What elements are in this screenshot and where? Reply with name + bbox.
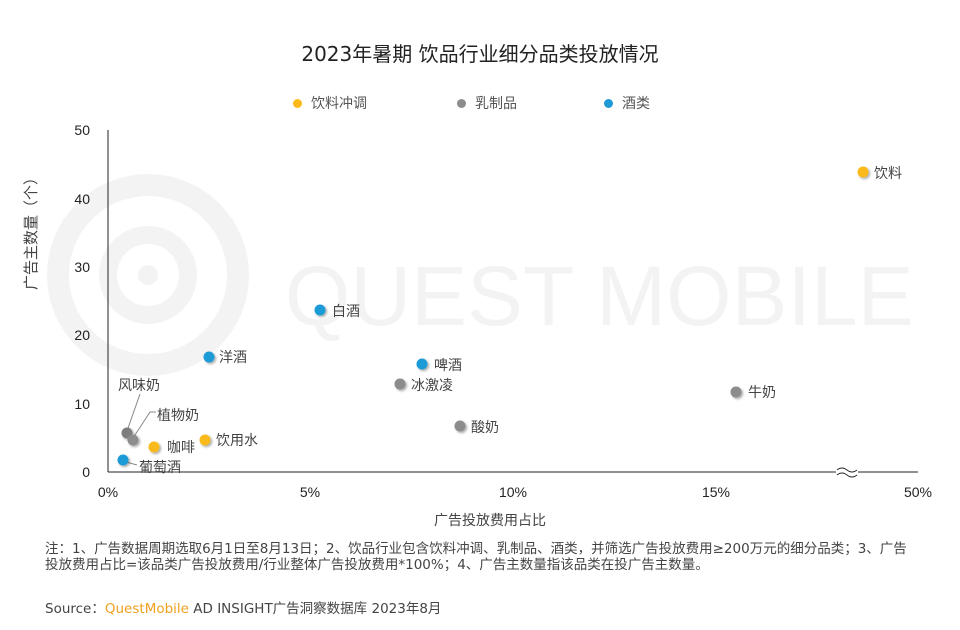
data-points	[117, 166, 869, 466]
watermark: QUEST MOBILE	[47, 174, 914, 376]
source-brand: QuestMobile	[104, 601, 189, 617]
legend-dot-icon	[293, 98, 302, 108]
legend-label: 饮料冲调	[311, 96, 367, 112]
svg-text:风味奶: 风味奶	[118, 378, 160, 394]
point-labels: 饮料 饮用水 咖啡 牛奶 冰激凌 酸奶 风味奶 植物奶 白酒 洋酒 啤酒 葡萄酒	[118, 166, 902, 476]
svg-text:饮料: 饮料	[874, 166, 902, 182]
point-niunai	[730, 386, 742, 398]
watermark-text: QUEST MOBILE	[285, 249, 914, 343]
legend-dot-icon	[457, 98, 466, 108]
point-kafei	[148, 441, 160, 453]
point-bingjiling	[394, 378, 406, 390]
svg-text:50%: 50%	[904, 484, 932, 500]
svg-text:15%: 15%	[702, 484, 730, 500]
axis-break-icon	[836, 467, 858, 478]
legend-label: 酒类	[622, 96, 650, 112]
svg-text:啤酒: 啤酒	[434, 358, 462, 374]
point-zhiwunai	[127, 434, 139, 446]
svg-text:0: 0	[82, 464, 90, 480]
footnote: 注：1、广告数据周期选取6月1日至8月13日；2、饮品行业包含饮料冲调、乳制品、…	[45, 541, 907, 573]
y-axis-title: 广告主数量（个）	[22, 169, 40, 290]
svg-text:酸奶: 酸奶	[471, 420, 499, 436]
chart-legend: 饮料冲调 乳制品 酒类	[0, 93, 960, 113]
svg-text:洋酒: 洋酒	[219, 350, 247, 366]
source-prefix: Source：	[45, 601, 105, 617]
svg-text:葡萄酒: 葡萄酒	[139, 460, 181, 476]
svg-text:0%: 0%	[98, 484, 118, 500]
svg-text:咖啡: 咖啡	[167, 440, 195, 456]
point-yinliao	[857, 166, 869, 178]
svg-text:冰激凌: 冰激凌	[411, 377, 453, 394]
axis-break-mask	[836, 466, 858, 478]
svg-text:植物奶: 植物奶	[157, 408, 199, 424]
svg-text:40: 40	[74, 191, 90, 207]
svg-text:10: 10	[74, 396, 90, 412]
source-rest: AD INSIGHT广告洞察数据库 2023年8月	[188, 601, 442, 617]
legend-label: 乳制品	[475, 96, 517, 112]
svg-text:牛奶: 牛奶	[748, 385, 776, 401]
chart-title: 2023年暑期 饮品行业细分品类投放情况	[301, 42, 659, 66]
svg-text:饮用水: 饮用水	[216, 433, 258, 449]
point-putaojiu	[117, 454, 129, 466]
legend-item-alcohol: 酒类	[604, 93, 650, 113]
legend-dot-icon	[604, 98, 613, 108]
point-suannai	[454, 420, 466, 432]
source-line: Source：QuestMobile AD INSIGHT广告洞察数据库 202…	[45, 597, 441, 617]
svg-text:50: 50	[74, 122, 90, 138]
svg-text:10%: 10%	[499, 484, 527, 500]
x-tick-labels: 0% 5% 10% 15% 50%	[98, 484, 932, 500]
svg-text:5%: 5%	[300, 484, 320, 500]
svg-text:20: 20	[74, 327, 90, 343]
point-yinyongshui	[199, 434, 211, 446]
legend-item-beverage: 饮料冲调	[293, 93, 367, 113]
svg-text:白酒: 白酒	[332, 304, 360, 320]
point-pijiu	[416, 358, 428, 370]
point-yangjiu	[203, 351, 215, 363]
svg-text:30: 30	[74, 259, 90, 275]
point-baijiu	[314, 304, 326, 316]
x-axis-title: 广告投放费用占比	[434, 513, 546, 529]
y-tick-labels: 0 10 20 30 40 50	[74, 122, 90, 480]
legend-item-dairy: 乳制品	[457, 93, 517, 113]
